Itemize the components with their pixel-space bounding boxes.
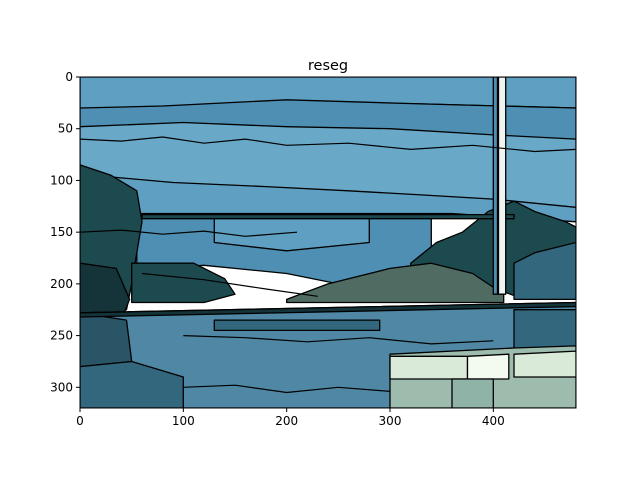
segment-boundary xyxy=(80,229,298,237)
y-tick-label: 0 xyxy=(65,70,73,84)
y-tick-label: 50 xyxy=(58,122,73,136)
x-tick-label: 400 xyxy=(482,414,505,428)
segmented-image xyxy=(80,77,576,408)
segment-region xyxy=(80,312,133,368)
segment-boundary xyxy=(80,136,576,153)
segment-region xyxy=(131,262,236,304)
segment-region xyxy=(513,309,576,352)
segment-region xyxy=(492,77,499,295)
segment-region xyxy=(497,77,507,295)
segment-region xyxy=(80,262,131,326)
segment-region xyxy=(451,378,494,408)
segment-boundary xyxy=(183,384,391,394)
chart-title: reseg xyxy=(308,58,348,74)
y-tick-label: 100 xyxy=(50,173,73,187)
plot-frame xyxy=(79,76,577,409)
segment-region xyxy=(466,353,510,380)
segment-region xyxy=(389,355,469,380)
segment-region xyxy=(286,262,505,304)
y-tick-label: 200 xyxy=(50,277,73,291)
x-tick-label: 300 xyxy=(379,414,402,428)
segment-region xyxy=(513,241,576,301)
y-tick-label: 250 xyxy=(50,329,73,343)
image-plot xyxy=(79,76,577,409)
segment-region xyxy=(141,213,515,220)
segment-boundary xyxy=(141,272,318,297)
y-axis: 0 50 100 150 200 250 300 xyxy=(50,70,80,394)
segment-boundary xyxy=(183,335,494,345)
y-tick-label: 150 xyxy=(50,225,73,239)
y-tick-label: 300 xyxy=(50,380,73,394)
x-tick-label: 200 xyxy=(275,414,298,428)
x-tick-label: 100 xyxy=(172,414,195,428)
segment-region xyxy=(213,319,381,332)
x-axis: 0 100 200 300 400 xyxy=(76,408,505,428)
x-tick-label: 0 xyxy=(76,414,84,428)
segment-region xyxy=(80,360,184,408)
segment-region xyxy=(513,350,576,378)
segment-region xyxy=(80,301,576,318)
